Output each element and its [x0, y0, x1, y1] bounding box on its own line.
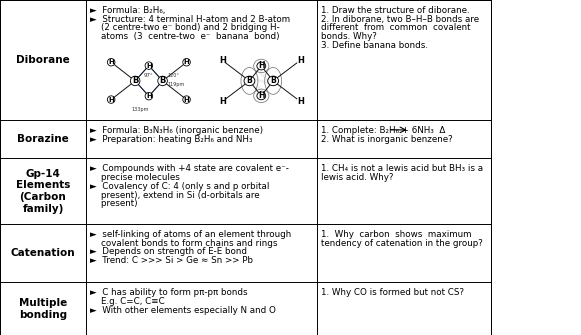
Text: H: H — [146, 93, 152, 99]
Text: ►  C has ability to form pπ-pπ bonds: ► C has ability to form pπ-pπ bonds — [90, 288, 248, 297]
Circle shape — [145, 62, 153, 69]
Text: ►  Structure: 4 terminal H-atom and 2 B-atom: ► Structure: 4 terminal H-atom and 2 B-a… — [90, 15, 290, 24]
Text: bonds. Why?: bonds. Why? — [321, 32, 376, 41]
Text: 1. Draw the structure of diborane.: 1. Draw the structure of diborane. — [321, 6, 469, 15]
Text: Borazine: Borazine — [17, 134, 69, 144]
Circle shape — [257, 92, 266, 100]
Text: ►  Trend: C >>> Si > Ge ≈ Sn >> Pb: ► Trend: C >>> Si > Ge ≈ Sn >> Pb — [90, 256, 253, 265]
Text: 1. Why CO is formed but not CS?: 1. Why CO is formed but not CS? — [321, 288, 464, 297]
Text: 3. Define banana bonds.: 3. Define banana bonds. — [321, 41, 428, 50]
Text: B: B — [159, 76, 166, 85]
Text: H: H — [184, 96, 189, 103]
Text: 120°: 120° — [168, 73, 180, 78]
Text: 1.  Why  carbon  shows  maximum: 1. Why carbon shows maximum — [321, 230, 471, 239]
Circle shape — [158, 76, 167, 86]
Text: H: H — [108, 59, 114, 65]
Text: B: B — [132, 76, 138, 85]
Text: ►  With other elements especially N and O: ► With other elements especially N and O — [90, 306, 276, 315]
Text: 1. Complete: B₂H₆ + 6NH₃  Δ: 1. Complete: B₂H₆ + 6NH₃ Δ — [321, 126, 445, 135]
Text: 1. CH₄ is not a lewis acid but BH₃ is a: 1. CH₄ is not a lewis acid but BH₃ is a — [321, 164, 483, 174]
Circle shape — [183, 96, 191, 103]
Circle shape — [244, 76, 255, 86]
Text: H: H — [184, 59, 189, 65]
Text: covalent bonds to form chains and rings: covalent bonds to form chains and rings — [90, 239, 278, 248]
Text: B: B — [246, 76, 252, 85]
Text: B: B — [270, 76, 276, 85]
Text: H: H — [219, 56, 226, 65]
Text: H: H — [297, 96, 304, 106]
Circle shape — [268, 76, 278, 86]
Circle shape — [183, 59, 191, 66]
Text: different  from  common  covalent: different from common covalent — [321, 23, 470, 32]
Text: N: N — [246, 66, 277, 96]
Bar — [0, 0, 491, 335]
Text: present), extend in Si (d-orbitals are: present), extend in Si (d-orbitals are — [90, 191, 260, 200]
Text: Gp-14
Elements
(Carbon
family): Gp-14 Elements (Carbon family) — [16, 169, 70, 213]
Circle shape — [145, 92, 153, 100]
Text: H: H — [297, 56, 304, 65]
Text: precise molecules: precise molecules — [90, 173, 180, 182]
Circle shape — [107, 96, 115, 103]
Text: ►  Formula: B₂H₆,: ► Formula: B₂H₆, — [90, 6, 166, 15]
Text: ►  Preparation: heating B₂H₆ and NH₃: ► Preparation: heating B₂H₆ and NH₃ — [90, 135, 253, 144]
Text: 133pm: 133pm — [132, 107, 149, 112]
Text: present): present) — [90, 199, 138, 208]
Text: Multiple
bonding: Multiple bonding — [19, 298, 67, 320]
Text: 97°: 97° — [144, 73, 154, 78]
Text: ►  Covalency of C: 4 (only s and p orbital: ► Covalency of C: 4 (only s and p orbita… — [90, 182, 270, 191]
Text: ►  Depends on strength of E-E bond: ► Depends on strength of E-E bond — [90, 247, 247, 256]
Text: H: H — [108, 96, 114, 103]
Circle shape — [107, 59, 115, 66]
Text: 2. What is inorganic benzene?: 2. What is inorganic benzene? — [321, 135, 453, 144]
Text: atoms  (3  centre-two  e⁻  banana  bond): atoms (3 centre-two e⁻ banana bond) — [90, 32, 279, 41]
Text: ►  Formula: B₃N₃H₆ (inorganic benzene): ► Formula: B₃N₃H₆ (inorganic benzene) — [90, 126, 263, 135]
Text: ►  self-linking of atoms of an element through: ► self-linking of atoms of an element th… — [90, 230, 291, 239]
Text: H: H — [258, 61, 264, 70]
Text: H: H — [146, 63, 152, 69]
Text: 119pm: 119pm — [168, 82, 185, 87]
Text: Catenation: Catenation — [10, 248, 76, 258]
Text: H: H — [219, 96, 226, 106]
Text: ►  Compounds with +4 state are covalent e⁻-: ► Compounds with +4 state are covalent e… — [90, 164, 289, 174]
Text: E.g. C=C, C≡C: E.g. C=C, C≡C — [90, 297, 165, 306]
Text: tendency of catenation in the group?: tendency of catenation in the group? — [321, 239, 483, 248]
Circle shape — [257, 62, 266, 70]
Text: H: H — [258, 91, 264, 100]
Text: 2. In diborane, two B–H–B bonds are: 2. In diborane, two B–H–B bonds are — [321, 15, 479, 24]
Text: lewis acid. Why?: lewis acid. Why? — [321, 173, 393, 182]
Circle shape — [130, 76, 140, 86]
Text: Diborane: Diborane — [16, 55, 70, 65]
Text: (2 centre-two e⁻ bond) and 2 bridging H-: (2 centre-two e⁻ bond) and 2 bridging H- — [90, 23, 280, 32]
